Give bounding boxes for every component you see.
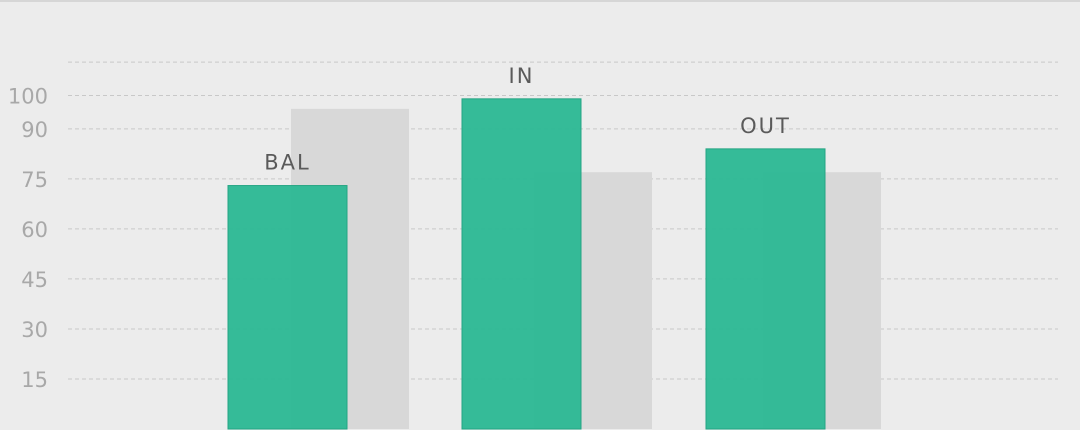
category-label-out: OUT <box>740 114 791 138</box>
y-axis-ticks: 15 30 45 60 75 90 100 <box>8 85 48 392</box>
y-tick-label-5: 90 <box>21 118 48 142</box>
bar-primary-out <box>705 148 826 430</box>
bar-primary-in <box>461 98 582 430</box>
bars <box>227 98 881 430</box>
bar-primary-bal <box>227 185 348 430</box>
category-label-in: IN <box>509 64 535 88</box>
y-tick-label-3: 60 <box>21 218 48 242</box>
category-labels: BAL IN OUT <box>264 64 791 175</box>
y-tick-label-2: 45 <box>21 268 48 292</box>
category-label-bal: BAL <box>264 151 310 175</box>
y-tick-label-0: 15 <box>21 368 48 392</box>
y-tick-label-1: 30 <box>21 318 48 342</box>
y-tick-label-6: 100 <box>8 85 48 109</box>
y-tick-label-4: 75 <box>21 168 48 192</box>
